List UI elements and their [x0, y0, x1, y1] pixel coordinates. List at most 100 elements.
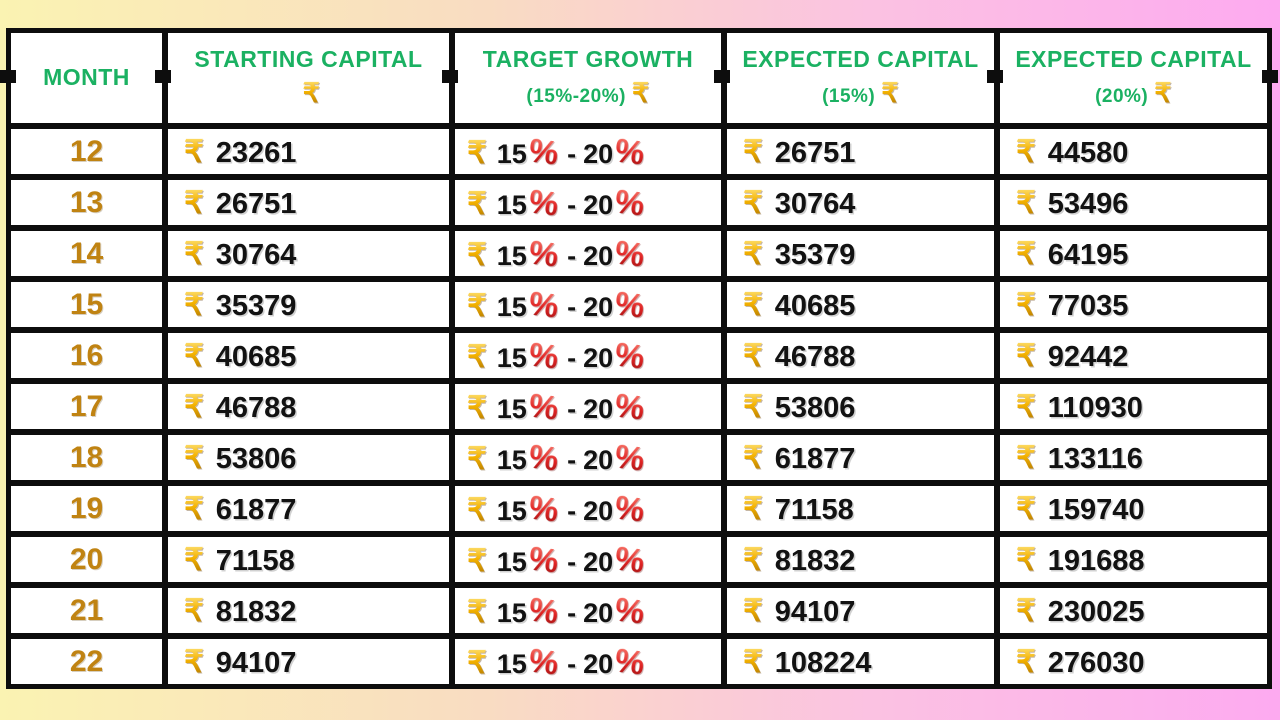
header-label: STARTING CAPITAL: [194, 45, 423, 72]
percent-icon: %: [526, 640, 561, 682]
month-cell: 21: [8, 585, 165, 636]
percent-icon: %: [613, 589, 647, 631]
rupee-icon: ₹: [302, 78, 321, 109]
rupee-icon: ₹: [1016, 133, 1036, 169]
percent-icon: %: [613, 385, 647, 427]
rupee-icon: ₹: [743, 490, 763, 526]
expected-15-cell: ₹108224: [724, 636, 997, 687]
target-growth-cell: ₹15% -20%: [452, 483, 724, 534]
expected-20-cell: ₹230025: [997, 585, 1270, 636]
connector-nub: [442, 70, 458, 83]
rupee-icon: ₹: [184, 133, 204, 169]
rupee-icon: ₹: [1016, 592, 1036, 628]
rupee-icon: ₹: [184, 490, 204, 526]
starting-capital-cell: ₹71158: [165, 534, 452, 585]
percent-icon: %: [613, 487, 647, 529]
rupee-icon: ₹: [631, 78, 650, 109]
rupee-icon: ₹: [1154, 78, 1172, 109]
rupee-icon: ₹: [467, 287, 487, 323]
connector-nub: [987, 70, 1003, 83]
connector-nub: [714, 70, 730, 83]
header-label: MONTH: [43, 64, 130, 91]
rupee-icon: ₹: [467, 593, 487, 629]
rupee-icon: ₹: [184, 184, 204, 220]
header-month: MONTH: [8, 30, 165, 126]
rupee-icon: ₹: [184, 541, 204, 577]
percent-icon: %: [613, 436, 647, 478]
percent-icon: %: [526, 181, 561, 223]
rupee-icon: ₹: [184, 439, 204, 475]
rupee-icon: ₹: [743, 337, 763, 373]
percent-icon: %: [613, 334, 647, 376]
rupee-icon: ₹: [1016, 184, 1036, 220]
expected-20-cell: ₹53496: [997, 177, 1270, 228]
rupee-icon: ₹: [184, 388, 204, 424]
target-growth-cell: ₹15% -20%: [452, 585, 724, 636]
expected-15-cell: ₹40685: [724, 279, 997, 330]
starting-capital-cell: ₹61877: [165, 483, 452, 534]
starting-capital-cell: ₹35379: [165, 279, 452, 330]
month-cell: 15: [8, 279, 165, 330]
starting-capital-cell: ₹94107: [165, 636, 452, 687]
percent-icon: %: [526, 385, 561, 427]
header-expected-capital-15: EXPECTED CAPITAL (15%) ₹: [724, 30, 997, 126]
month-cell: 14: [8, 228, 165, 279]
header-target-growth: TARGET GROWTH (15%-20%) ₹: [452, 30, 724, 126]
range-dash: -: [567, 444, 577, 475]
target-growth-cell: ₹15% -20%: [452, 177, 724, 228]
target-growth-cell: ₹15% -20%: [452, 279, 724, 330]
range-dash: -: [567, 393, 577, 424]
percent-icon: %: [526, 283, 561, 325]
rupee-icon: ₹: [1016, 235, 1036, 271]
range-dash: -: [567, 648, 577, 679]
target-growth-cell: ₹15% -20%: [452, 534, 724, 585]
header-starting-capital: STARTING CAPITAL ₹: [165, 30, 452, 126]
percent-icon: %: [526, 589, 561, 631]
month-cell: 20: [8, 534, 165, 585]
rupee-icon: ₹: [743, 592, 763, 628]
percent-icon: %: [613, 181, 647, 223]
table-row: 21 ₹81832 ₹15% -20% ₹94107 ₹230025: [8, 585, 1270, 636]
header-sublabel: (15%): [822, 86, 876, 108]
percent-icon: %: [613, 538, 647, 580]
rupee-icon: ₹: [1016, 541, 1036, 577]
header-label: EXPECTED CAPITAL: [742, 45, 979, 72]
rupee-icon: ₹: [184, 592, 204, 628]
rupee-icon: ₹: [1016, 286, 1036, 322]
range-dash: -: [567, 546, 577, 577]
range-dash: -: [567, 189, 577, 220]
expected-20-cell: ₹77035: [997, 279, 1270, 330]
percent-icon: %: [526, 436, 561, 478]
header-expected-capital-20: EXPECTED CAPITAL (20%) ₹: [997, 30, 1270, 126]
table-row: 17 ₹46788 ₹15% -20% ₹53806 ₹110930: [8, 381, 1270, 432]
rupee-icon: ₹: [743, 184, 763, 220]
expected-20-cell: ₹92442: [997, 330, 1270, 381]
target-growth-cell: ₹15% -20%: [452, 330, 724, 381]
starting-capital-cell: ₹40685: [165, 330, 452, 381]
rupee-icon: ₹: [467, 644, 487, 680]
percent-icon: %: [526, 487, 561, 529]
table-row: 14 ₹30764 ₹15% -20% ₹35379 ₹64195: [8, 228, 1270, 279]
rupee-icon: ₹: [184, 235, 204, 271]
starting-capital-cell: ₹46788: [165, 381, 452, 432]
target-growth-cell: ₹15% -20%: [452, 381, 724, 432]
starting-capital-cell: ₹53806: [165, 432, 452, 483]
target-growth-cell: ₹15% -20%: [452, 228, 724, 279]
rupee-icon: ₹: [743, 643, 763, 679]
percent-icon: %: [613, 232, 647, 274]
percent-icon: %: [613, 130, 647, 172]
expected-15-cell: ₹35379: [724, 228, 997, 279]
rupee-icon: ₹: [467, 236, 487, 272]
percent-icon: %: [526, 538, 561, 580]
month-cell: 17: [8, 381, 165, 432]
percent-icon: %: [613, 283, 647, 325]
percent-icon: %: [526, 130, 561, 172]
rupee-icon: ₹: [743, 439, 763, 475]
expected-15-cell: ₹26751: [724, 126, 997, 177]
expected-15-cell: ₹94107: [724, 585, 997, 636]
rupee-icon: ₹: [743, 388, 763, 424]
expected-20-cell: ₹276030: [997, 636, 1270, 687]
month-cell: 18: [8, 432, 165, 483]
target-growth-cell: ₹15% -20%: [452, 432, 724, 483]
rupee-icon: ₹: [1016, 643, 1036, 679]
